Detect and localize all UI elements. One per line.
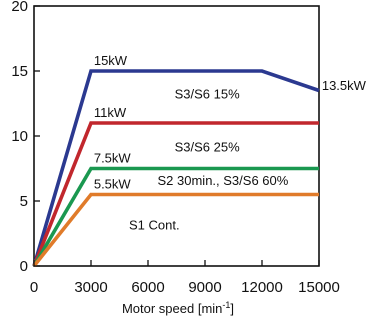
x-tick-label: 9000 [188,279,221,296]
annotation-label: 11kW [94,105,127,120]
annotation-label: S1 Cont. [129,218,180,233]
annotation-label: S2 30min., S3/S6 60% [158,173,289,188]
annotation-layer: 15kW 11kW 7.5kW 5.5kW 13.5kW S3/S6 15% S3/S6 2… [94,53,367,232]
x-tick-label: 6000 [131,279,164,296]
x-axis-ticks: 0 3000 6000 9000 12000 15000 [30,260,340,296]
x-tick-label: 15000 [298,279,340,296]
series-line-3 [32,166,319,267]
y-tick-label: 5 [20,193,28,210]
annotation-label: 7.5kW [94,151,132,166]
series-line-4 [32,192,319,268]
annotation-label: 13.5kW [322,78,367,93]
annotation-label: S3/S6 15% [175,86,240,101]
x-tick-label: 3000 [74,279,107,296]
annotation-label: S3/S6 25% [175,140,240,155]
series-line-1 [32,69,320,267]
annotation-label: 5.5kW [94,177,132,192]
series-layer [32,69,320,268]
series-line-2 [32,121,319,267]
y-tick-label: 10 [11,128,28,145]
annotation-label: 15kW [94,53,128,68]
x-axis-label: Motor speed [min-1] [122,300,234,316]
y-tick-label: 0 [20,258,28,275]
y-axis-ticks: 0 5 10 15 20 [11,0,40,275]
x-tick-label: 12000 [241,279,283,296]
y-tick-label: 15 [11,63,28,80]
x-tick-label: 0 [30,279,38,296]
y-tick-label: 20 [11,0,28,15]
